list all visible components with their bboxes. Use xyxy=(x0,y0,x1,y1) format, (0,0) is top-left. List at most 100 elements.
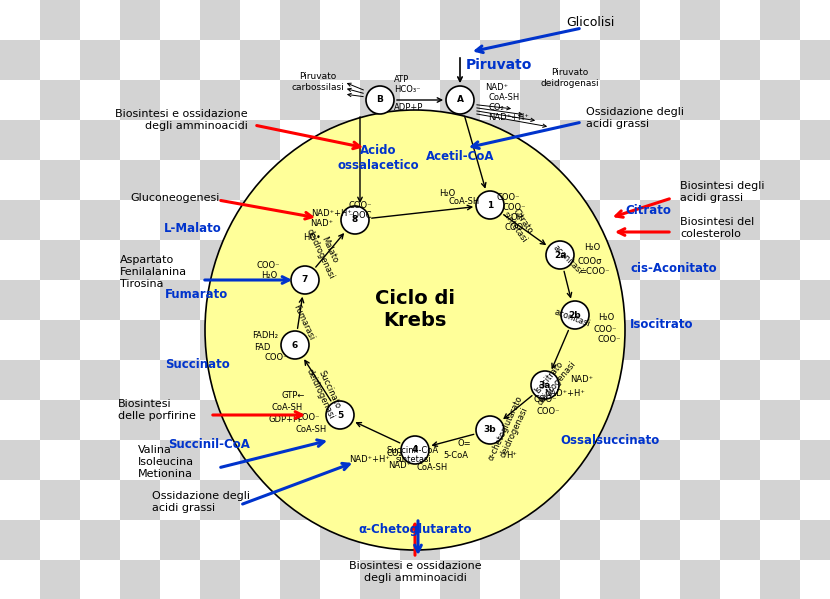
Text: NAD⁺: NAD⁺ xyxy=(388,461,412,470)
Bar xyxy=(200,480,240,520)
Bar xyxy=(160,560,200,599)
Bar xyxy=(240,120,280,160)
Text: NAD⁺+H⁺: NAD⁺+H⁺ xyxy=(544,389,585,398)
Text: Piruvato: Piruvato xyxy=(466,58,532,72)
Text: Citrato
sintetasi: Citrato sintetasi xyxy=(501,204,537,244)
Bar xyxy=(520,520,560,560)
Text: Gluconeogenesi: Gluconeogenesi xyxy=(130,193,219,203)
Bar xyxy=(160,80,200,120)
Bar xyxy=(280,360,320,400)
Bar xyxy=(320,120,360,160)
Bar xyxy=(320,360,360,400)
Bar xyxy=(280,400,320,440)
Bar xyxy=(40,520,80,560)
Bar xyxy=(440,400,480,440)
Bar xyxy=(680,280,720,320)
Text: CoA-SH: CoA-SH xyxy=(488,92,520,101)
Bar xyxy=(320,40,360,80)
Bar xyxy=(480,40,520,80)
Bar xyxy=(0,280,40,320)
Text: 5-CoA: 5-CoA xyxy=(443,452,468,461)
Bar xyxy=(40,280,80,320)
Bar xyxy=(120,160,160,200)
Bar xyxy=(440,560,480,599)
Bar xyxy=(0,480,40,520)
Bar xyxy=(440,160,480,200)
Bar xyxy=(200,80,240,120)
Bar xyxy=(280,40,320,80)
Text: NAD⁺+H⁺: NAD⁺+H⁺ xyxy=(349,455,390,464)
Bar xyxy=(40,400,80,440)
Bar xyxy=(440,200,480,240)
Bar xyxy=(800,200,830,240)
Text: CoA-SH: CoA-SH xyxy=(448,198,480,207)
Bar xyxy=(760,400,800,440)
Bar xyxy=(760,80,800,120)
Bar xyxy=(600,360,640,400)
Text: Valina
Isoleucina
Metionina: Valina Isoleucina Metionina xyxy=(138,446,194,479)
Bar xyxy=(680,360,720,400)
Bar xyxy=(480,200,520,240)
Bar xyxy=(600,160,640,200)
Bar xyxy=(520,200,560,240)
Bar xyxy=(800,160,830,200)
Text: L-Malato: L-Malato xyxy=(164,222,222,234)
Bar xyxy=(480,400,520,440)
Bar xyxy=(320,560,360,599)
Bar xyxy=(440,360,480,400)
Bar xyxy=(400,560,440,599)
Bar xyxy=(720,240,760,280)
Bar xyxy=(240,440,280,480)
Bar xyxy=(800,80,830,120)
Bar xyxy=(800,40,830,80)
Text: COO⁻: COO⁻ xyxy=(496,193,520,202)
Bar xyxy=(600,80,640,120)
Bar xyxy=(280,320,320,360)
Bar xyxy=(800,120,830,160)
Bar xyxy=(160,400,200,440)
Text: 1: 1 xyxy=(487,201,493,210)
Bar xyxy=(320,400,360,440)
Bar xyxy=(360,80,400,120)
Bar xyxy=(720,520,760,560)
Text: 5: 5 xyxy=(337,410,343,419)
Circle shape xyxy=(401,436,429,464)
Bar xyxy=(720,0,760,40)
Bar xyxy=(280,0,320,40)
Text: aconitasi: aconitasi xyxy=(551,243,584,277)
Bar xyxy=(0,560,40,599)
Bar xyxy=(400,240,440,280)
Bar xyxy=(560,120,600,160)
Bar xyxy=(360,160,400,200)
Bar xyxy=(480,160,520,200)
Text: Isocitrato: Isocitrato xyxy=(630,319,694,331)
Bar xyxy=(240,200,280,240)
Bar xyxy=(720,120,760,160)
Bar xyxy=(160,120,200,160)
Text: Succinil-CoA: Succinil-CoA xyxy=(168,438,250,452)
Bar xyxy=(120,520,160,560)
Bar xyxy=(360,40,400,80)
Text: COO⁻: COO⁻ xyxy=(598,335,621,344)
Bar xyxy=(0,80,40,120)
Bar xyxy=(280,440,320,480)
Bar xyxy=(480,560,520,599)
Text: 2b: 2b xyxy=(569,310,581,319)
Text: 3b: 3b xyxy=(484,425,496,434)
Bar xyxy=(160,160,200,200)
Text: Succinato: Succinato xyxy=(165,358,230,371)
Bar xyxy=(720,360,760,400)
Bar xyxy=(120,440,160,480)
Bar xyxy=(400,400,440,440)
Bar xyxy=(80,480,120,520)
Bar xyxy=(760,200,800,240)
Bar xyxy=(720,40,760,80)
Bar xyxy=(0,40,40,80)
Bar xyxy=(120,240,160,280)
Bar xyxy=(200,280,240,320)
Bar xyxy=(520,0,560,40)
Bar xyxy=(280,80,320,120)
Bar xyxy=(720,160,760,200)
Bar xyxy=(120,80,160,120)
Bar xyxy=(440,480,480,520)
